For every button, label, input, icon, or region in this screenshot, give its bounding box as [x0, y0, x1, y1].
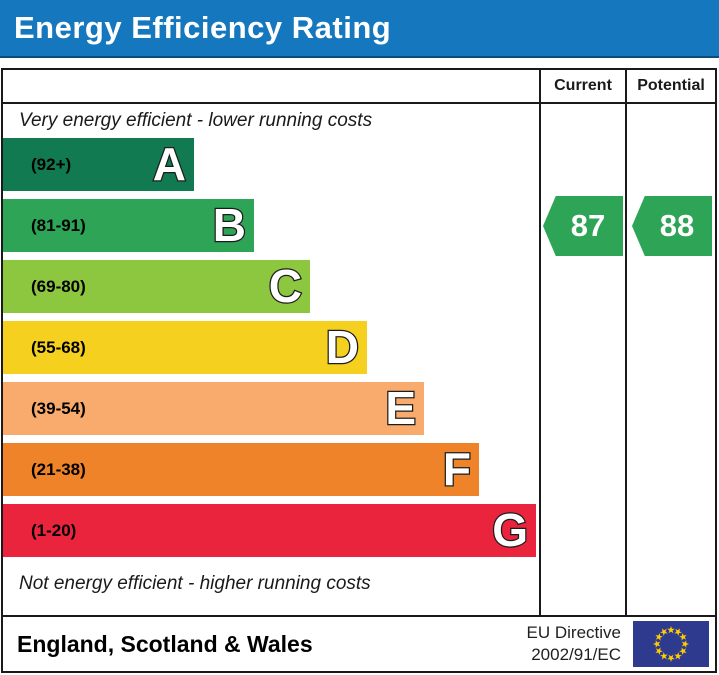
band-range-label: (1-20) [31, 520, 77, 540]
current-rating-value: 87 [570, 208, 606, 243]
band-bar-c: (69-80) C [3, 260, 310, 313]
band-row: (92+) A [3, 138, 539, 199]
band-bar-e: (39-54) E [3, 382, 424, 435]
band-bar-d: (55-68) D [3, 321, 367, 374]
band-list: (92+) A (81-91) B (69-80) C [3, 138, 539, 565]
band-letter: G [491, 503, 529, 556]
band-letter: D [325, 320, 361, 373]
eu-flag-icon [633, 621, 709, 667]
band-bar-f: (21-38) F [3, 443, 479, 496]
band-bar-g: (1-20) G [3, 504, 536, 557]
band-bar-a: (92+) A [3, 138, 194, 191]
current-rating-arrow: 87 [543, 196, 623, 256]
band-row: (21-38) F [3, 443, 539, 504]
table-body: Very energy efficient - lower running co… [3, 104, 715, 615]
band-range-label: (81-91) [31, 215, 86, 235]
band-letter: B [212, 198, 248, 251]
table-header-row: Current Potential [3, 70, 715, 104]
potential-rating-arrow: 88 [632, 196, 712, 256]
page-title: Energy Efficiency Rating [14, 10, 392, 45]
band-row: (39-54) E [3, 382, 539, 443]
chart-column-header-spacer [3, 70, 541, 102]
potential-rating-column: 88 [627, 104, 715, 615]
current-column-header: Current [541, 70, 627, 102]
current-rating-column: 87 [541, 104, 627, 615]
eu-directive-line1: EU Directive [526, 622, 621, 642]
band-row: (81-91) B [3, 199, 539, 260]
band-range-label: (55-68) [31, 337, 86, 357]
top-note: Very energy efficient - lower running co… [19, 110, 373, 131]
band-range-label: (39-54) [31, 398, 86, 418]
bands-column: Very energy efficient - lower running co… [3, 104, 541, 615]
band-row: (55-68) D [3, 321, 539, 382]
band-row: (69-80) C [3, 260, 539, 321]
potential-rating-value: 88 [659, 208, 695, 243]
eu-directive-line2: 2002/91/EC [531, 645, 621, 664]
bottom-note: Not energy efficient - higher running co… [19, 573, 371, 594]
footer-region-label: England, Scotland & Wales [17, 630, 313, 657]
potential-column-header: Potential [637, 77, 705, 94]
band-letter: F [442, 442, 473, 495]
band-range-label: (92+) [31, 154, 72, 174]
band-range-label: (21-38) [31, 459, 86, 479]
band-letter: E [384, 381, 417, 434]
band-letter: C [268, 259, 304, 312]
band-row: (1-20) G [3, 504, 539, 565]
title-bar: Energy Efficiency Rating [0, 0, 719, 58]
band-range-label: (69-80) [31, 276, 86, 296]
rating-table: Current Potential Very energy efficient … [1, 68, 717, 673]
table-footer: England, Scotland & Wales EU Directive 2… [3, 615, 715, 671]
band-letter: A [152, 137, 188, 190]
eu-directive-label: EU Directive 2002/91/EC [527, 622, 621, 666]
band-bar-b: (81-91) B [3, 199, 254, 252]
